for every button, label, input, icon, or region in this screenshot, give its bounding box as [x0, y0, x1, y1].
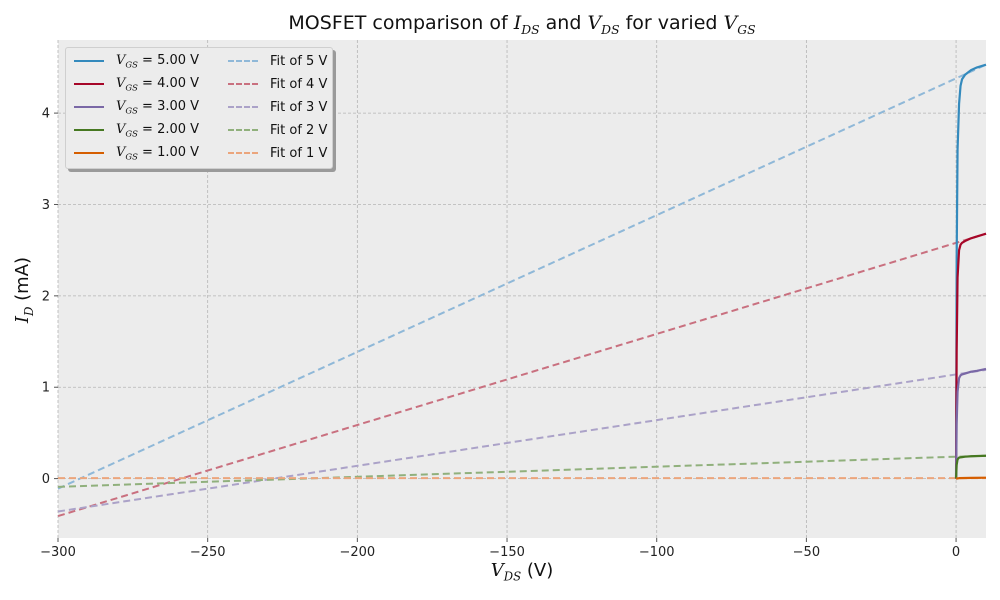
tick-labels: −300 −250 −200 −150 −100 −50 0 0 1 2 3 4 [40, 107, 960, 560]
legend-swatch [74, 106, 104, 108]
chart-title: MOSFET comparison of IDS and VDS for var… [288, 12, 756, 37]
legend-item: Fit of 4 V [228, 75, 327, 93]
x-tick-label: −200 [339, 545, 375, 560]
legend-item: VGS = 4.00 V [74, 75, 199, 93]
legend-label: Fit of 5 V [270, 53, 328, 69]
x-tick-label: 0 [952, 545, 960, 560]
legend-swatch [74, 129, 104, 131]
series-line-1 [954, 232, 987, 479]
legend-label: Fit of 2 V [270, 122, 328, 138]
y-axis-label: ID (mA) [12, 256, 36, 324]
legend-label: VGS = 2.00 V [116, 121, 200, 139]
x-tick-label: −150 [489, 545, 525, 560]
y-tick-label: 3 [42, 198, 50, 213]
legend-swatch [228, 83, 258, 85]
legend-label: VGS = 4.00 V [116, 75, 200, 93]
legend-label: Fit of 3 V [270, 99, 328, 115]
series-line-2 [954, 367, 987, 479]
legend-item: VGS = 2.00 V [74, 121, 199, 139]
legend-label: VGS = 1.00 V [116, 144, 200, 162]
legend-swatch [228, 106, 258, 108]
series-line-3 [954, 454, 987, 479]
y-tick-label: 2 [42, 289, 50, 304]
x-tick-label: −100 [639, 545, 675, 560]
legend-swatch [74, 60, 104, 62]
legend-item: Fit of 1 V [228, 144, 327, 162]
series-lines [57, 63, 987, 518]
legend-item: VGS = 1.00 V [74, 144, 199, 162]
legend-swatch [74, 152, 104, 154]
x-tick-label: −50 [793, 545, 820, 560]
series-line-0 [954, 63, 987, 479]
legend: VGS = 5.00 V VGS = 4.00 V VGS = 3.00 V VGS … [65, 47, 333, 169]
x-tick-label: −250 [190, 545, 226, 560]
legend-item: Fit of 2 V [228, 121, 327, 139]
y-tick-label: 1 [42, 381, 50, 396]
legend-swatch [228, 129, 258, 131]
legend-label: Fit of 4 V [270, 76, 328, 92]
y-tick-label: 0 [42, 472, 50, 487]
y-tick-label: 4 [42, 107, 50, 122]
legend-item: VGS = 3.00 V [74, 98, 199, 116]
x-axis-label: VDS (V) [490, 560, 554, 584]
legend-label: VGS = 3.00 V [116, 98, 200, 116]
legend-swatch [228, 152, 258, 154]
legend-label: VGS = 5.00 V [116, 52, 200, 70]
legend-swatch [228, 60, 258, 62]
legend-label: Fit of 1 V [270, 145, 328, 161]
legend-item: VGS = 5.00 V [74, 52, 199, 70]
x-tick-label: −300 [40, 545, 76, 560]
series-line-4 [955, 476, 987, 480]
legend-swatch [74, 83, 104, 85]
legend-item: Fit of 3 V [228, 98, 327, 116]
legend-item: Fit of 5 V [228, 52, 327, 70]
